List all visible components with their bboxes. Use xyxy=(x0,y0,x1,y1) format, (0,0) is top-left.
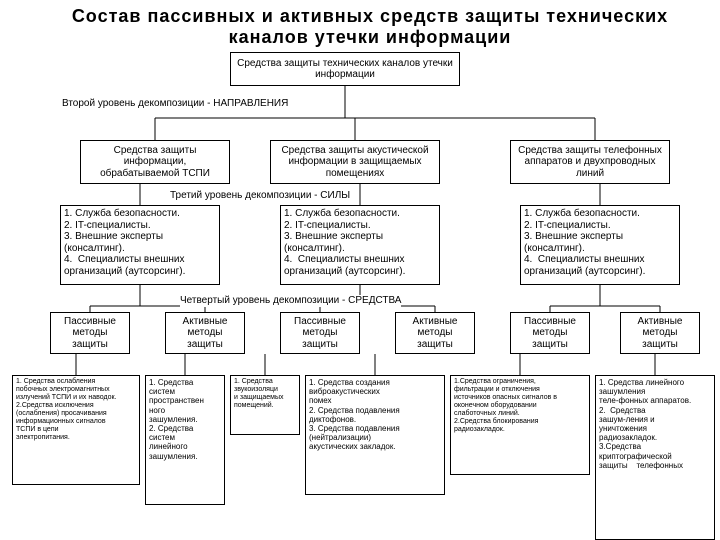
lvl5-node-5: 1. Средства линейного зашумления теле-фо… xyxy=(595,375,715,540)
lvl5-node-2: 1. Средства звукоизоляци и защищаемых по… xyxy=(230,375,300,435)
level4-label: Четвертый уровень декомпозиции - СРЕДСТВ… xyxy=(180,295,401,307)
lvl4-node-2: Пассивные методы защиты xyxy=(280,312,360,354)
lvl3-node-1: 1. Служба безопасности. 2. IT-специалист… xyxy=(280,205,440,285)
lvl5-node-4: 1.Средства ограничения, фильтрации и отк… xyxy=(450,375,590,475)
lvl2-node-0: Средства защиты информации, обрабатываем… xyxy=(80,140,230,184)
level3-label: Третий уровень декомпозиции - СИЛЫ xyxy=(170,190,350,202)
lvl2-node-2: Средства защиты телефонных аппаратов и д… xyxy=(510,140,670,184)
diagram-title: Состав пассивных и активных средств защи… xyxy=(60,6,680,47)
lvl4-node-4: Пассивные методы защиты xyxy=(510,312,590,354)
lvl5-node-3: 1. Средства создания виброакустических п… xyxy=(305,375,445,495)
lvl2-node-1: Средства защиты акустической информации … xyxy=(270,140,440,184)
lvl5-node-0: 1. Средства ослабления побочных электром… xyxy=(12,375,140,485)
lvl4-node-5: Активные методы защиты xyxy=(620,312,700,354)
lvl4-node-1: Активные методы защиты xyxy=(165,312,245,354)
lvl4-node-3: Активные методы защиты xyxy=(395,312,475,354)
root-node: Средства защиты технических каналов утеч… xyxy=(230,52,460,86)
lvl3-node-2: 1. Служба безопасности. 2. IT-специалист… xyxy=(520,205,680,285)
lvl4-node-0: Пассивные методы защиты xyxy=(50,312,130,354)
lvl5-node-1: 1. Средства систем пространствен ного за… xyxy=(145,375,225,505)
level2-label: Второй уровень декомпозиции - НАПРАВЛЕНИ… xyxy=(62,98,288,110)
lvl3-node-0: 1. Служба безопасности. 2. IT-специалист… xyxy=(60,205,220,285)
